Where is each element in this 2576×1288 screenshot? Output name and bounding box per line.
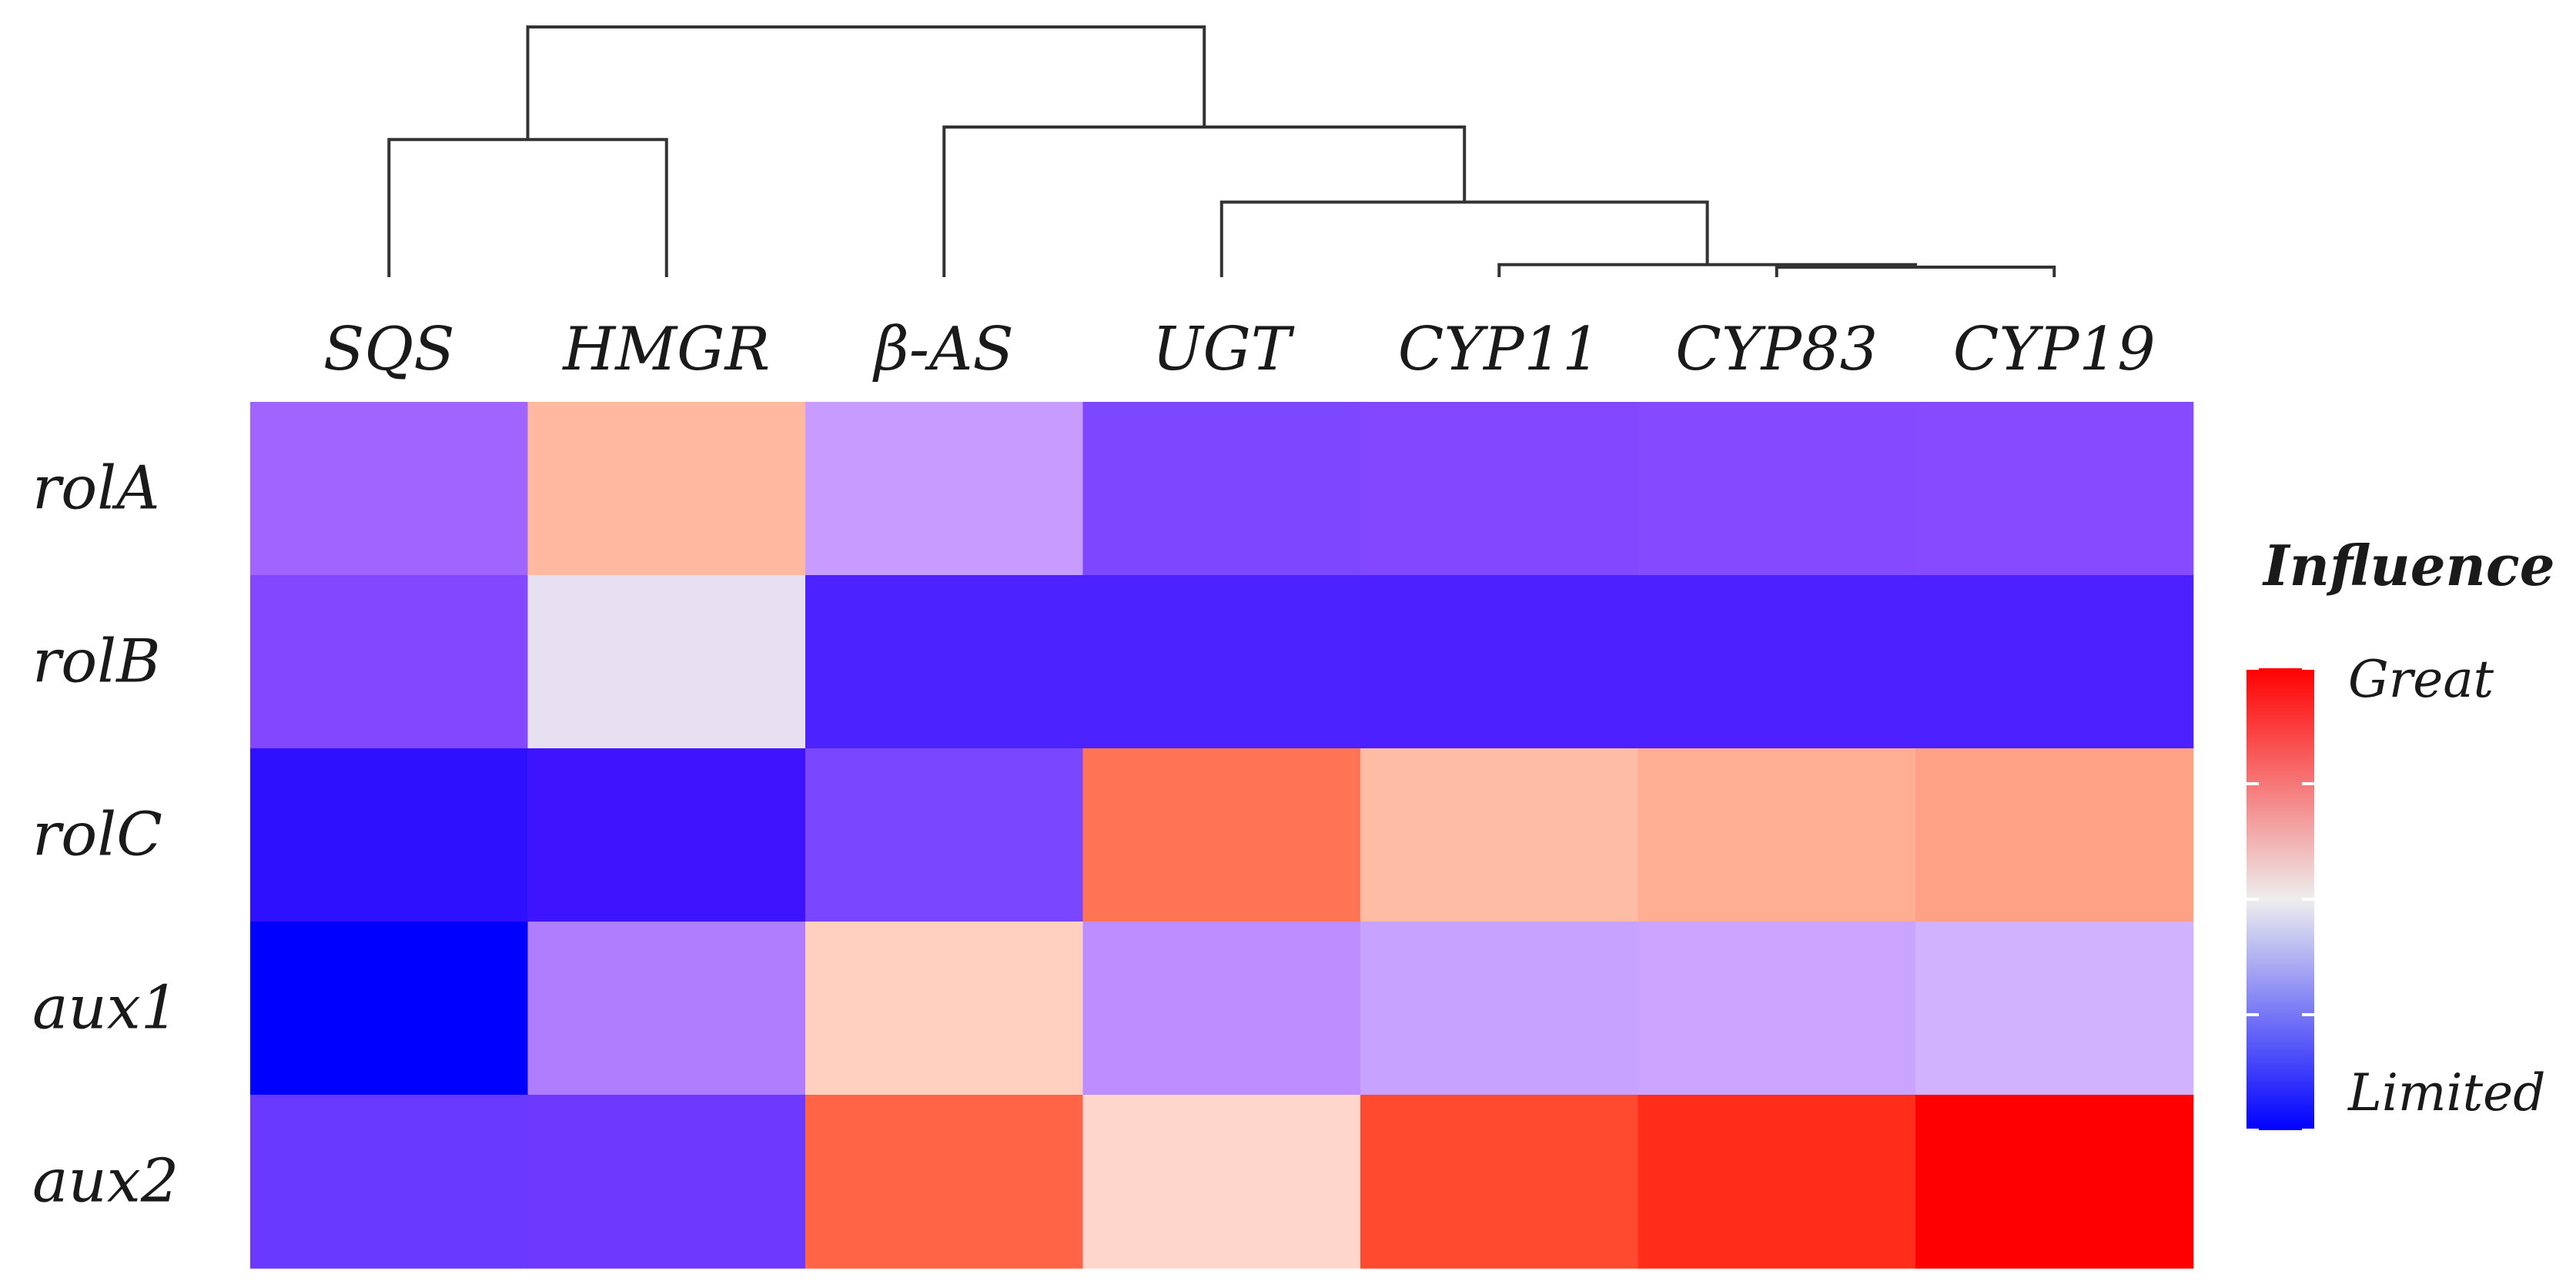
cell-rolA-β-AS xyxy=(805,402,1084,576)
cell-aux2-CYP83 xyxy=(1638,1095,1916,1269)
cell-aux2-SQS xyxy=(250,1095,529,1269)
cell-aux2-HMGR xyxy=(527,1095,806,1269)
cell-rolA-CYP11 xyxy=(1360,402,1639,576)
legend-ticks xyxy=(2246,667,2314,1132)
column-label: SQS xyxy=(323,315,455,384)
legend-low-label: Limited xyxy=(2347,1063,2545,1122)
cell-rolB-HMGR xyxy=(527,575,806,749)
cell-aux1-CYP11 xyxy=(1360,922,1639,1096)
cell-rolA-HMGR xyxy=(527,402,806,576)
column-label: UGT xyxy=(1153,315,1295,384)
cell-rolC-CYP11 xyxy=(1360,748,1639,922)
cell-aux1-UGT xyxy=(1082,922,1361,1096)
cell-rolC-CYP19 xyxy=(1915,748,2194,922)
heatmap-cells xyxy=(250,402,2194,1269)
legend-title: Influence xyxy=(2262,533,2555,598)
cell-aux2-β-AS xyxy=(805,1095,1084,1269)
cell-rolC-β-AS xyxy=(805,748,1084,922)
cell-aux2-CYP11 xyxy=(1360,1095,1639,1269)
row-label: aux1 xyxy=(32,974,179,1043)
column-label: CYP11 xyxy=(1398,315,1601,384)
dendrogram-branch xyxy=(387,138,668,277)
row-label: rolB xyxy=(32,627,161,697)
cell-aux1-β-AS xyxy=(805,922,1084,1096)
column-label: CYP83 xyxy=(1675,315,1878,384)
cell-rolC-SQS xyxy=(250,748,529,922)
cell-rolA-UGT xyxy=(1082,402,1361,576)
dendrogram-branch xyxy=(1775,266,2056,277)
column-label: HMGR xyxy=(561,315,770,384)
cell-aux2-CYP19 xyxy=(1915,1095,2194,1269)
cell-aux1-HMGR xyxy=(527,922,806,1096)
cell-rolB-CYP11 xyxy=(1360,575,1639,749)
row-label: rolA xyxy=(32,454,160,524)
cell-aux1-CYP83 xyxy=(1638,922,1916,1096)
cell-rolB-UGT xyxy=(1082,575,1361,749)
cell-rolB-CYP19 xyxy=(1915,575,2194,749)
cell-rolB-SQS xyxy=(250,575,529,749)
legend-high-label: Great xyxy=(2348,650,2494,709)
cell-rolC-CYP83 xyxy=(1638,748,1916,922)
cell-aux1-CYP19 xyxy=(1915,922,2194,1096)
cell-rolC-UGT xyxy=(1082,748,1361,922)
color-legend: Influence Great Limited xyxy=(2246,533,2555,1132)
column-label: β-AS xyxy=(872,315,1014,384)
row-labels: rolA rolB rolC aux1 aux2 xyxy=(32,454,179,1216)
cell-rolA-CYP83 xyxy=(1638,402,1916,576)
column-labels: SQS HMGR β-AS UGT CYP11 CYP83 CYP19 xyxy=(323,315,2156,384)
column-dendrogram xyxy=(387,25,2056,277)
dendrogram-branch xyxy=(526,25,1206,140)
cell-rolB-β-AS xyxy=(805,575,1084,749)
cell-aux2-UGT xyxy=(1082,1095,1361,1269)
row-label: aux2 xyxy=(32,1147,179,1216)
cell-rolA-SQS xyxy=(250,402,529,576)
column-label: CYP19 xyxy=(1953,315,2156,384)
row-label: rolC xyxy=(32,801,162,870)
cell-rolA-CYP19 xyxy=(1915,402,2194,576)
cell-rolC-HMGR xyxy=(527,748,806,922)
cell-rolB-CYP83 xyxy=(1638,575,1916,749)
cell-aux1-SQS xyxy=(250,922,529,1096)
